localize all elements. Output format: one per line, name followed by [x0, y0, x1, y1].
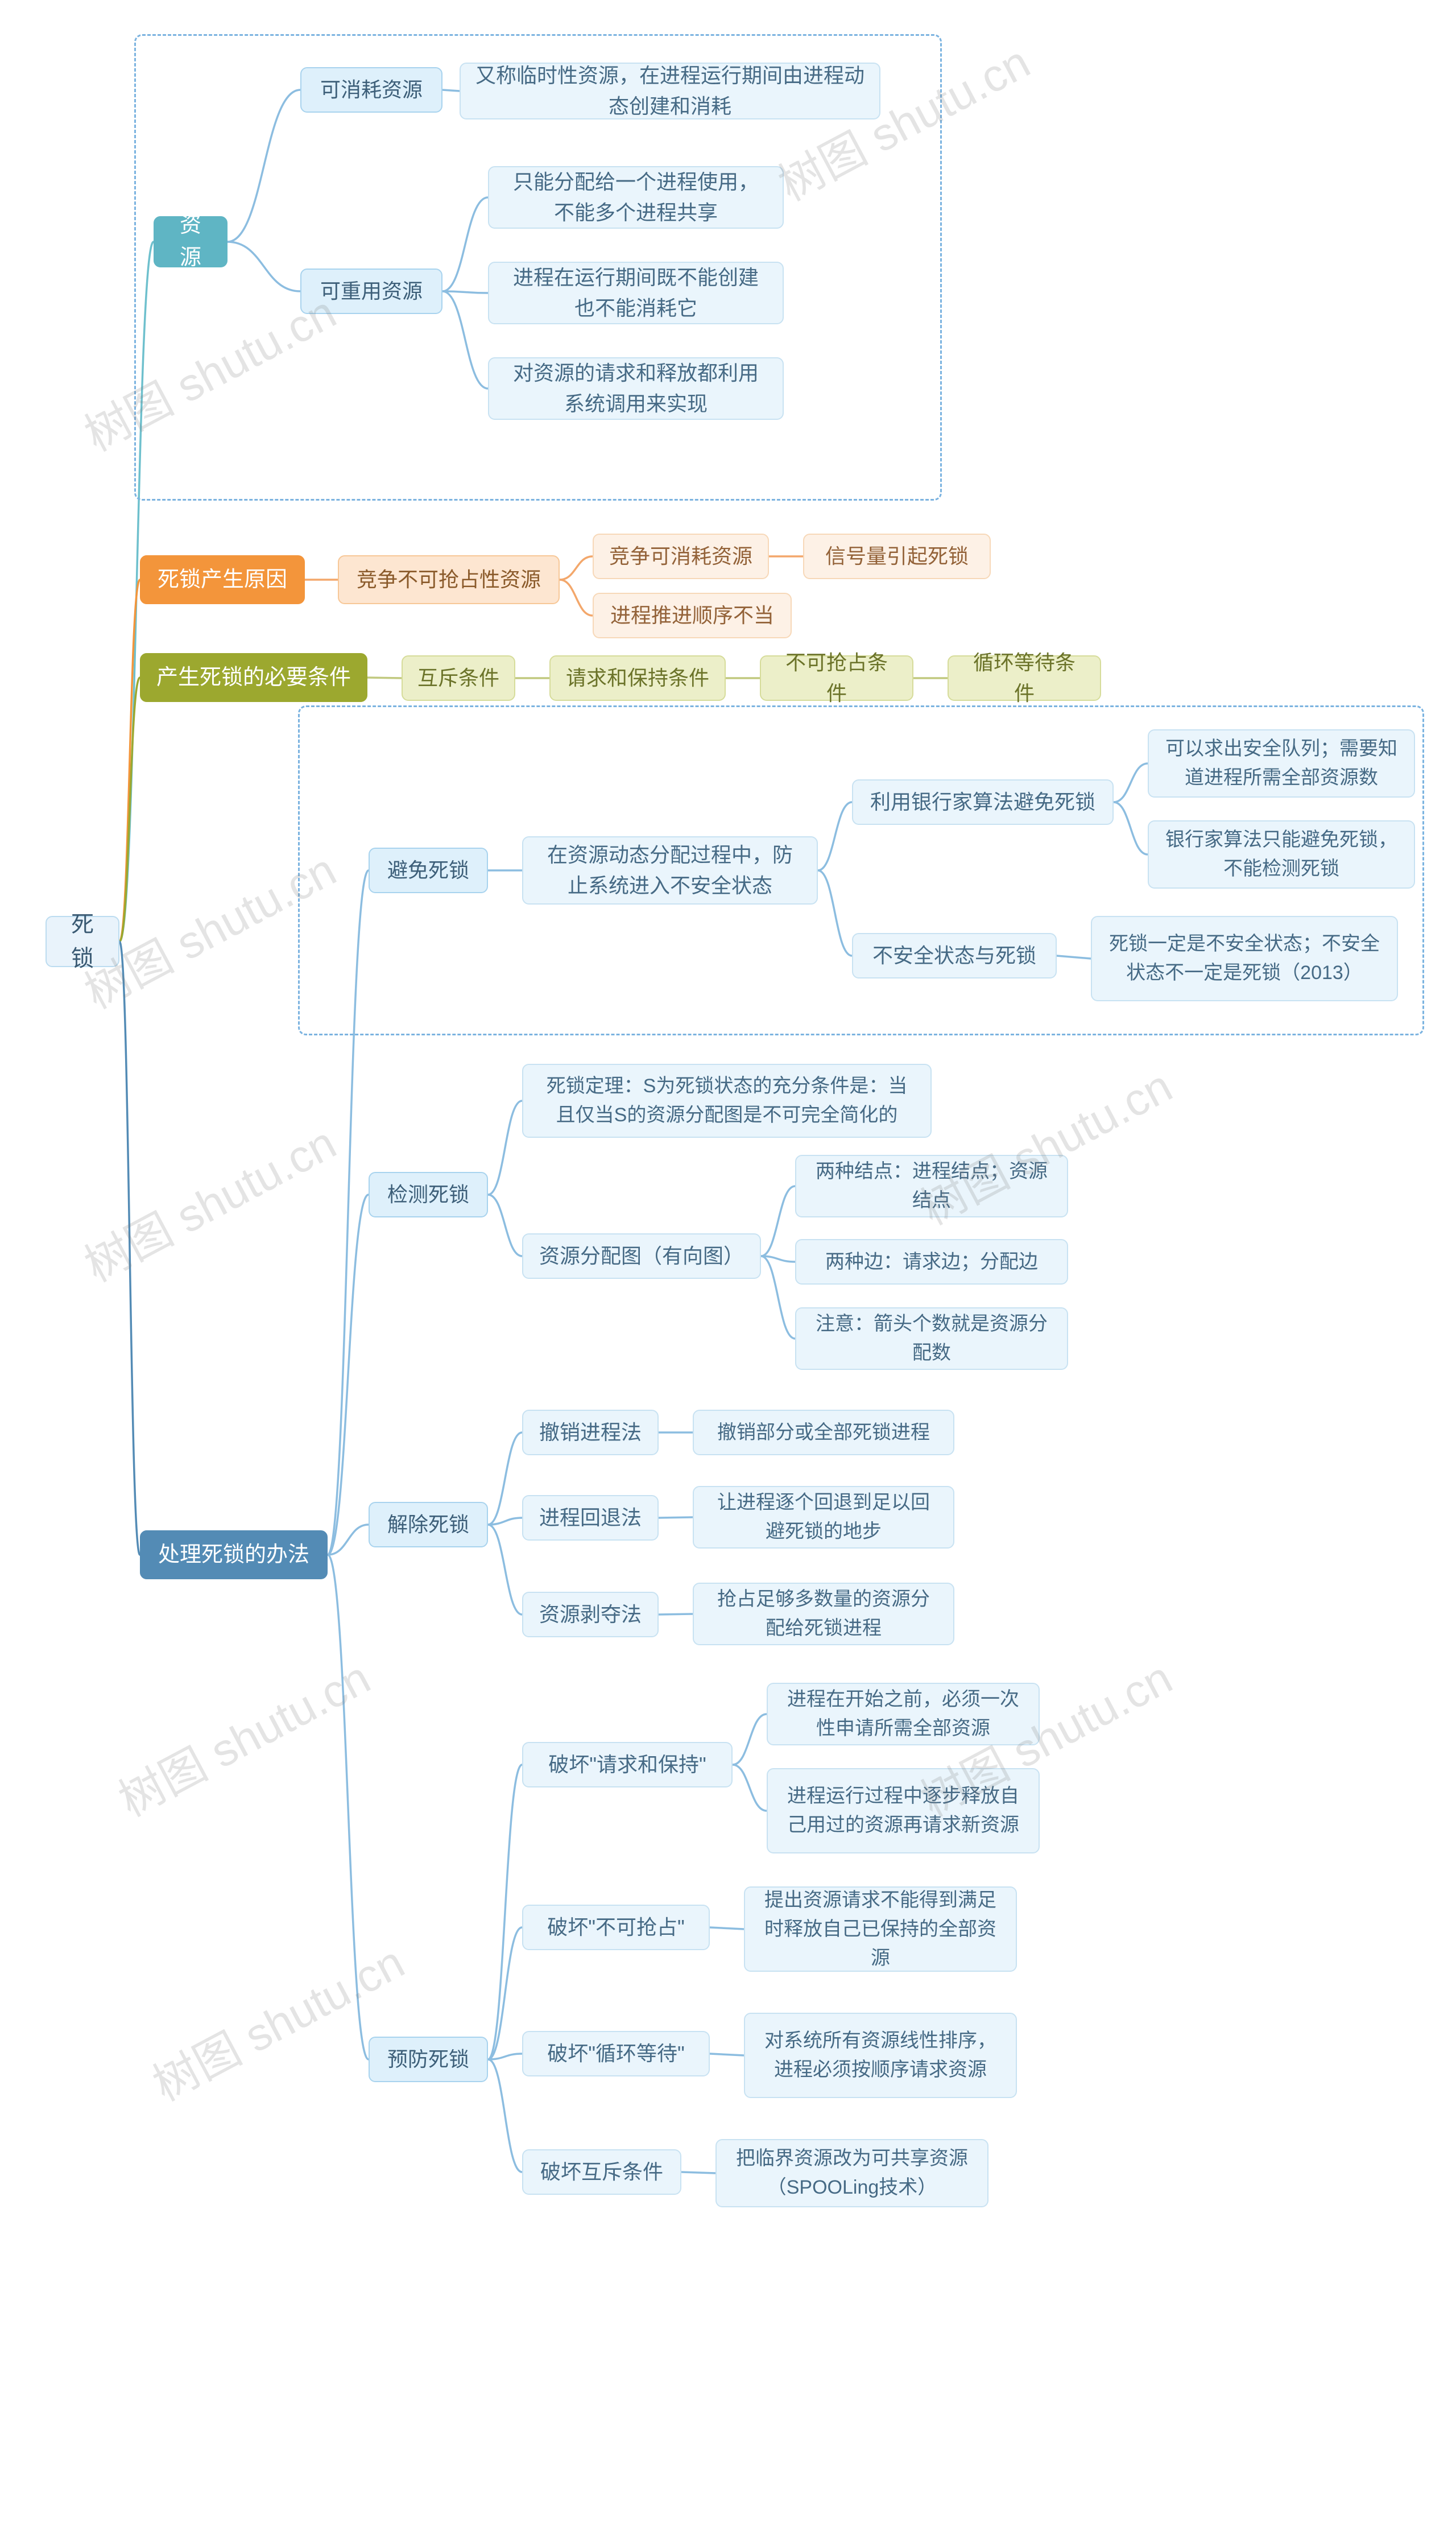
node-cause[interactable]: 死锁产生原因 — [140, 555, 305, 604]
node-res_r1[interactable]: 只能分配给一个进程使用，不能多个进程共享 — [488, 166, 784, 229]
edge-handle-relieve — [328, 1525, 369, 1555]
edge-root-handle — [119, 942, 140, 1555]
node-res_cons_d[interactable]: 又称临时性资源，在进程运行期间由进程动态创建和消耗 — [460, 63, 880, 119]
edge-relieve-rel2 — [488, 1518, 522, 1525]
edge-prevent-prev4 — [488, 2059, 522, 2172]
node-cond[interactable]: 产生死锁的必要条件 — [140, 653, 367, 702]
edge-prevent-prev3 — [488, 2054, 522, 2059]
edge-handle-prevent — [328, 1555, 369, 2059]
edge-root-cond — [119, 678, 140, 942]
node-detect_g3[interactable]: 注意：箭头个数就是资源分配数 — [795, 1307, 1068, 1370]
edge-detect_g-detect_g2 — [761, 1256, 795, 1262]
node-cause_c[interactable]: 竞争不可抢占性资源 — [338, 555, 560, 604]
node-avoid_d[interactable]: 在资源动态分配过程中，防止系统进入不安全状态 — [522, 836, 818, 905]
edge-detect_g-detect_g3 — [761, 1256, 795, 1339]
node-rel1d[interactable]: 撤销部分或全部死锁进程 — [693, 1410, 954, 1455]
node-res_r2[interactable]: 进程在运行期间既不能创建也不能消耗它 — [488, 262, 784, 324]
node-detect_g2[interactable]: 两种边：请求边；分配边 — [795, 1239, 1068, 1285]
watermark-7: 树图 shutu.cn — [140, 1926, 414, 2114]
node-prev1b[interactable]: 进程运行过程中逐步释放自己用过的资源再请求新资源 — [767, 1768, 1040, 1853]
node-cause_c1[interactable]: 竞争可消耗资源 — [593, 534, 769, 579]
node-root[interactable]: 死锁 — [46, 916, 119, 967]
edge-rel2-rel2d — [659, 1517, 693, 1518]
edge-detect-detect_thm — [488, 1101, 522, 1195]
edge-prev1-prev1b — [733, 1765, 767, 1811]
watermark-4: 树图 shutu.cn — [72, 1107, 346, 1295]
edge-relieve-rel3 — [488, 1525, 522, 1615]
node-rel1[interactable]: 撤销进程法 — [522, 1410, 659, 1455]
node-cause_c2[interactable]: 进程推进顺序不当 — [593, 593, 792, 638]
edge-handle-detect — [328, 1195, 369, 1555]
node-avoid[interactable]: 避免死锁 — [369, 848, 488, 893]
edge-detect_g-detect_g1 — [761, 1186, 795, 1256]
node-detect_thm[interactable]: 死锁定理：S为死锁状态的充分条件是：当且仅当S的资源分配图是不可完全简化的 — [522, 1064, 932, 1138]
node-prev1a[interactable]: 进程在开始之前，必须一次性申请所需全部资源 — [767, 1683, 1040, 1745]
node-rel3d[interactable]: 抢占足够多数量的资源分配给死锁进程 — [693, 1583, 954, 1645]
node-avoid_bank1[interactable]: 可以求出安全队列；需要知道进程所需全部资源数 — [1148, 729, 1415, 798]
edge-prevent-prev1 — [488, 1765, 522, 2059]
node-prev4[interactable]: 破坏互斥条件 — [522, 2149, 681, 2195]
node-prevent[interactable]: 预防死锁 — [369, 2037, 488, 2082]
node-avoid_bank2[interactable]: 银行家算法只能避免死锁，不能检测死锁 — [1148, 820, 1415, 889]
edge-prev1-prev1a — [733, 1714, 767, 1765]
node-cond3[interactable]: 不可抢占条件 — [760, 655, 913, 701]
edge-rel3-rel3d — [659, 1614, 693, 1615]
node-prev2a[interactable]: 提出资源请求不能得到满足时释放自己已保持的全部资源 — [744, 1886, 1017, 1972]
node-handle[interactable]: 处理死锁的办法 — [140, 1530, 328, 1579]
edge-detect-detect_g — [488, 1195, 522, 1256]
node-res_cons[interactable]: 可消耗资源 — [300, 67, 442, 113]
node-prev3[interactable]: 破坏"循环等待" — [522, 2031, 710, 2076]
node-rel3[interactable]: 资源剥夺法 — [522, 1592, 659, 1637]
node-rel2d[interactable]: 让进程逐个回退到足以回避死锁的地步 — [693, 1486, 954, 1549]
watermark-5: 树图 shutu.cn — [106, 1642, 380, 1830]
node-prev4a[interactable]: 把临界资源改为可共享资源（SPOOLing技术） — [715, 2139, 988, 2207]
node-detect_g[interactable]: 资源分配图（有向图） — [522, 1233, 761, 1279]
node-avoid_uns[interactable]: 不安全状态与死锁 — [852, 933, 1057, 978]
edge-cause_c-cause_c2 — [560, 580, 593, 616]
node-relieve[interactable]: 解除死锁 — [369, 1502, 488, 1547]
node-cond2[interactable]: 请求和保持条件 — [549, 655, 726, 701]
edge-prev2-prev2a — [710, 1927, 744, 1929]
node-detect[interactable]: 检测死锁 — [369, 1172, 488, 1217]
node-res_r3[interactable]: 对资源的请求和释放都利用系统调用来实现 — [488, 357, 784, 420]
node-cause_c1a[interactable]: 信号量引起死锁 — [803, 534, 991, 579]
node-avoid_bank[interactable]: 利用银行家算法避免死锁 — [852, 779, 1114, 825]
node-cond4[interactable]: 循环等待条件 — [948, 655, 1101, 701]
edge-cause_c-cause_c1 — [560, 556, 593, 580]
node-prev2[interactable]: 破坏"不可抢占" — [522, 1905, 710, 1950]
node-detect_g1[interactable]: 两种结点：进程结点；资源结点 — [795, 1155, 1068, 1217]
node-res_reuse[interactable]: 可重用资源 — [300, 269, 442, 314]
edge-prev3-prev3a — [710, 2054, 744, 2055]
edge-prevent-prev2 — [488, 1927, 522, 2059]
node-avoid_uns1[interactable]: 死锁一定是不安全状态；不安全状态不一定是死锁（2013） — [1091, 916, 1398, 1001]
node-res[interactable]: 资源 — [154, 216, 228, 267]
node-rel2[interactable]: 进程回退法 — [522, 1495, 659, 1541]
node-prev1[interactable]: 破坏"请求和保持" — [522, 1742, 733, 1787]
mindmap-canvas: 死锁 资源 可消耗资源又称临时性资源，在进程运行期间由进程动态创建和消耗可重用资源 只… — [0, 0, 1456, 2531]
node-cond1[interactable]: 互斥条件 — [402, 655, 515, 701]
edge-prev4-prev4a — [681, 2172, 715, 2173]
edge-root-cause — [119, 580, 140, 942]
node-prev3a[interactable]: 对系统所有资源线性排序，进程必须按顺序请求资源 — [744, 2013, 1017, 2098]
edge-relieve-rel1 — [488, 1432, 522, 1525]
